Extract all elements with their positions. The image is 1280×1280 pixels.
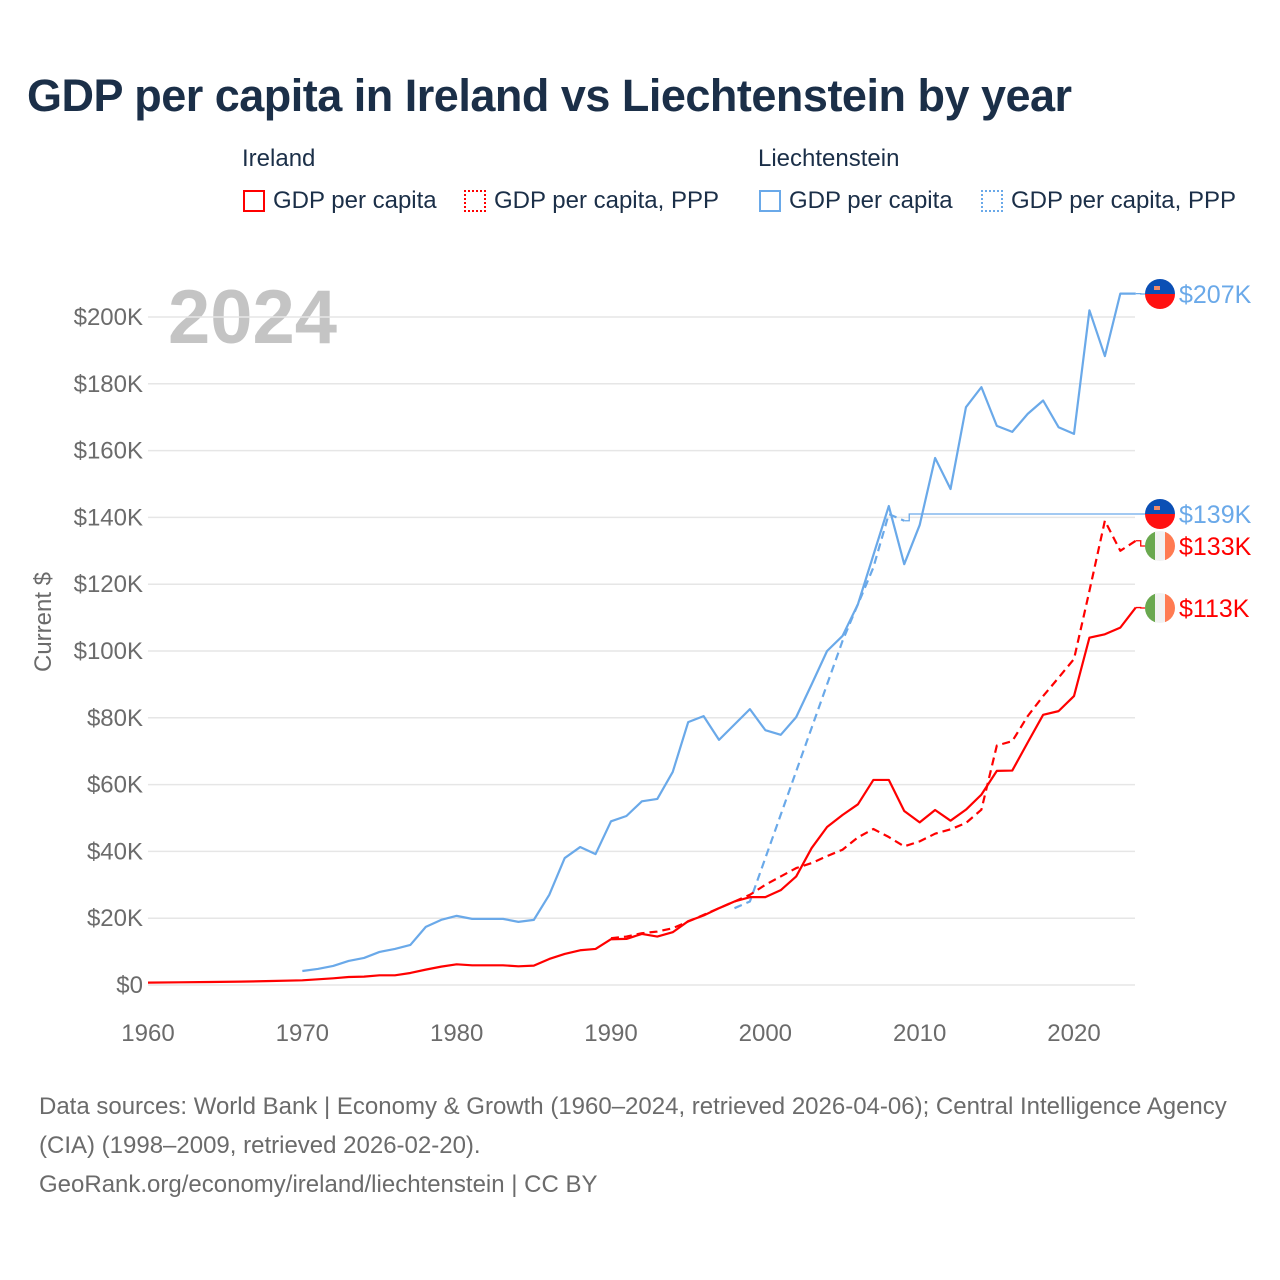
y-tick-label: $100K [74, 638, 143, 665]
y-tick-label: $80K [87, 705, 143, 732]
end-value-label: $133K [1179, 533, 1252, 561]
x-tick-label: 1990 [584, 1020, 637, 1047]
legend-ireland-gdp[interactable]: GDP per capita [243, 187, 437, 215]
y-tick-label: $160K [74, 438, 143, 465]
legend-swatch-dotted-red [464, 190, 486, 212]
legend-liechtenstein-gdp[interactable]: GDP per capita [759, 187, 953, 215]
series-line-ireland-gdp-per-capita[interactable] [147, 606, 1137, 984]
liechtenstein-flag-icon [1145, 499, 1175, 529]
source-link[interactable]: GeoRank.org/economy/ireland/liechtenstei… [39, 1171, 598, 1198]
legend-label: GDP per capita, PPP [1011, 187, 1236, 214]
end-connector [1135, 540, 1145, 547]
series-line-ireland-gdp-per-capita-ppp[interactable] [610, 519, 1137, 940]
end-value-label: $207K [1179, 281, 1252, 309]
y-axis-label: Current $ [30, 572, 57, 672]
legend-swatch-solid-red [243, 190, 265, 212]
x-tick-label: 1970 [276, 1020, 329, 1047]
end-connector [904, 513, 1145, 522]
legend-ireland-gdp-ppp[interactable]: GDP per capita, PPP [464, 187, 719, 215]
series-line-liechtenstein-gdp-per-capita[interactable] [302, 292, 1136, 973]
end-value-label: $113K [1179, 595, 1250, 623]
y-tick-label: $200K [74, 304, 143, 331]
y-tick-label: $180K [74, 371, 143, 398]
data-sources: Data sources: World Bank | Economy & Gro… [39, 1093, 1227, 1159]
y-tick-label: $120K [74, 571, 143, 598]
legend-group-liechtenstein: Liechtenstein [758, 145, 900, 172]
legend-label: GDP per capita, PPP [494, 187, 719, 214]
y-tick-label: $140K [74, 504, 143, 531]
y-tick-label: $40K [87, 838, 143, 865]
ireland-flag-icon [1145, 593, 1175, 623]
x-tick-label: 1960 [121, 1020, 174, 1047]
legend-label: GDP per capita [273, 187, 437, 214]
legend-swatch-dotted-blue [981, 190, 1003, 212]
y-tick-label: $60K [87, 772, 143, 799]
x-tick-label: 2000 [739, 1020, 792, 1047]
x-tick-label: 2010 [893, 1020, 946, 1047]
y-tick-label: $20K [87, 905, 143, 932]
liechtenstein-flag-icon [1145, 279, 1175, 309]
ireland-flag-icon [1145, 531, 1175, 561]
y-tick-label: $0 [116, 972, 143, 999]
x-tick-label: 1980 [430, 1020, 483, 1047]
chart-title: GDP per capita in Ireland vs Liechtenste… [27, 70, 1072, 121]
legend-swatch-solid-blue [759, 190, 781, 212]
series-line-liechtenstein-gdp-per-capita-ppp[interactable] [734, 512, 905, 910]
legend-group-ireland: Ireland [242, 145, 316, 172]
x-tick-label: 2020 [1047, 1020, 1100, 1047]
legend-label: GDP per capita [789, 187, 953, 214]
legend-liechtenstein-gdp-ppp[interactable]: GDP per capita, PPP [981, 187, 1236, 215]
footer: Data sources: World Bank | Economy & Gro… [39, 1087, 1259, 1204]
end-value-label: $139K [1179, 501, 1252, 529]
